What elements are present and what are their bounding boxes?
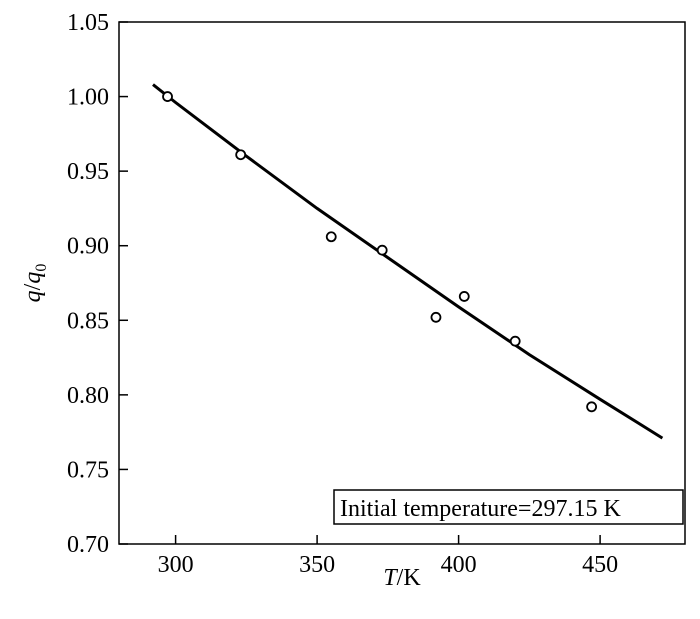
fit-curve (152, 83, 664, 440)
ticks (119, 21, 601, 545)
data-point (509, 335, 521, 347)
y-tick-label: 0.70 (67, 532, 109, 558)
x-tick-label: 400 (441, 552, 477, 578)
y-tick-label: 0.85 (67, 308, 109, 334)
data-point (235, 149, 247, 161)
tick-labels: 300 350 400 450 0.70 0.75 0.80 0.85 0.90 0.95 1.00… (67, 10, 618, 578)
annotation-text: Initial temperature=297.15 K (340, 496, 621, 522)
annotation-box (333, 489, 684, 525)
data-points (162, 91, 598, 413)
x-tick-label: 450 (582, 552, 618, 578)
data-point (325, 231, 337, 243)
x-tick-label: 350 (299, 552, 335, 578)
y-tick-label: 0.90 (67, 234, 109, 260)
y-tick-label: 1.00 (67, 85, 109, 111)
x-axis-title: T/K (383, 565, 421, 591)
data-point (586, 401, 598, 413)
data-point (458, 291, 470, 302)
data-point (430, 311, 442, 323)
x-tick-label: 300 (158, 552, 194, 578)
plot-frame (118, 21, 686, 545)
y-tick-label: 0.95 (67, 159, 109, 185)
y-tick-label: 0.80 (67, 383, 109, 409)
data-point (162, 91, 173, 102)
y-tick-label: 0.75 (67, 457, 109, 483)
data-point (376, 244, 388, 256)
y-tick-label: 1.05 (67, 10, 109, 36)
y-axis-title: q/q0 (20, 264, 50, 303)
